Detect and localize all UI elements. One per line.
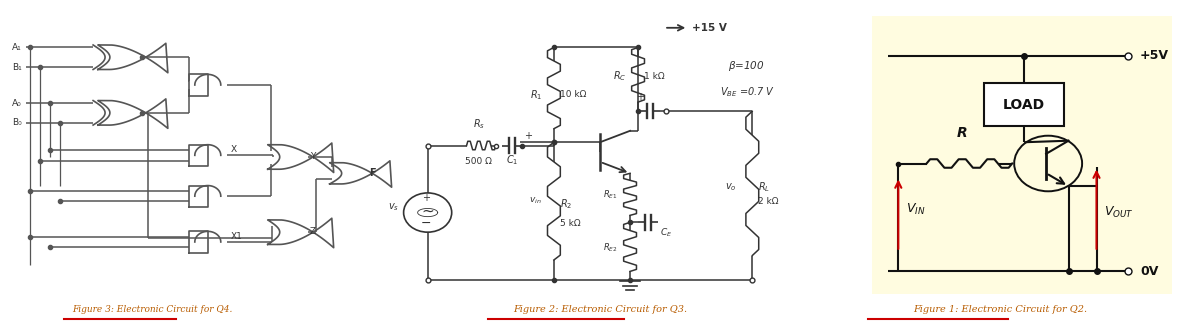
- Text: $R_C$: $R_C$: [612, 69, 626, 83]
- Text: 0V: 0V: [1140, 265, 1158, 278]
- Text: 500 Ω: 500 Ω: [466, 157, 492, 165]
- Text: Y: Y: [310, 152, 316, 161]
- Text: $R_L$: $R_L$: [758, 181, 770, 194]
- FancyBboxPatch shape: [984, 83, 1064, 126]
- Text: 10 kΩ: 10 kΩ: [560, 90, 587, 99]
- Text: 5 kΩ: 5 kΩ: [560, 219, 581, 229]
- Polygon shape: [872, 16, 1172, 294]
- Text: Figure 3: Electronic Circuit for Q4.: Figure 3: Electronic Circuit for Q4.: [72, 304, 232, 314]
- Text: $C_E$: $C_E$: [660, 226, 672, 239]
- Text: B₁: B₁: [12, 62, 22, 72]
- Text: −: −: [420, 217, 431, 230]
- Text: R: R: [956, 126, 967, 140]
- Text: $C_1$: $C_1$: [505, 153, 518, 167]
- Text: $v_{in}$: $v_{in}$: [529, 196, 542, 206]
- Text: $R_{E2}$: $R_{E2}$: [604, 242, 618, 254]
- Text: $V_{OUT}$: $V_{OUT}$: [1104, 205, 1134, 220]
- Text: ~: ~: [421, 203, 434, 218]
- Text: $R_1$: $R_1$: [529, 88, 542, 102]
- Text: +5V: +5V: [1140, 49, 1169, 62]
- Text: $v_o$: $v_o$: [725, 181, 737, 193]
- Text: F: F: [368, 168, 376, 178]
- Text: A₁: A₁: [12, 43, 22, 52]
- Text: +: +: [636, 92, 644, 102]
- Text: +: +: [524, 131, 532, 141]
- Text: 2 kΩ: 2 kΩ: [758, 197, 779, 206]
- Text: Figure 2: Electronic Circuit for Q3.: Figure 2: Electronic Circuit for Q3.: [512, 304, 688, 314]
- Text: Z: Z: [310, 227, 316, 236]
- Text: B₀: B₀: [12, 118, 22, 127]
- Text: +15 V: +15 V: [692, 23, 727, 33]
- Text: $R_{E1}$: $R_{E1}$: [604, 189, 618, 201]
- Text: X: X: [230, 145, 236, 154]
- Text: A₀: A₀: [12, 98, 22, 108]
- Text: $V_{BE}$ =0.7 V: $V_{BE}$ =0.7 V: [720, 85, 775, 99]
- Text: 1 kΩ: 1 kΩ: [644, 72, 665, 81]
- Text: $\beta$=100: $\beta$=100: [728, 59, 764, 73]
- Text: $R_2$: $R_2$: [560, 198, 572, 211]
- Text: $V_{IN}$: $V_{IN}$: [906, 202, 925, 217]
- Text: X1: X1: [230, 232, 242, 241]
- Text: $R_s$: $R_s$: [473, 117, 485, 131]
- Text: +: +: [421, 193, 430, 203]
- Text: Figure 1: Electronic Circuit for Q2.: Figure 1: Electronic Circuit for Q2.: [913, 304, 1087, 314]
- Text: LOAD: LOAD: [1003, 98, 1045, 112]
- Text: $v_s$: $v_s$: [389, 201, 400, 213]
